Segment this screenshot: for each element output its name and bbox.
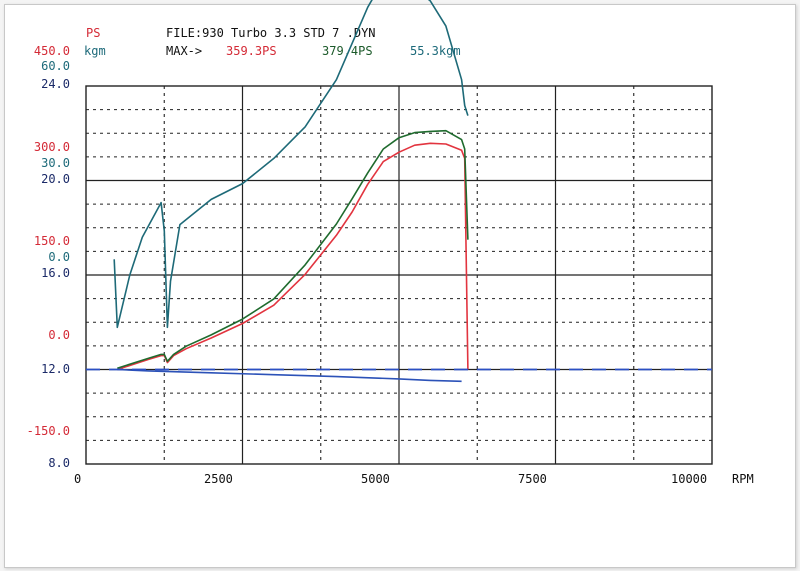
ps-tick-0: 0.0 bbox=[48, 328, 70, 342]
max-ps-red: 359.3PS bbox=[226, 44, 277, 58]
kgm-tick-0: 0.0 bbox=[48, 250, 70, 264]
ps-tick-450: 450.0 bbox=[33, 44, 70, 58]
x-axis-unit: RPM bbox=[732, 472, 754, 486]
third-tick-20: 20.0 bbox=[41, 172, 70, 186]
ps-tick-150: 150.0 bbox=[33, 234, 70, 248]
ps-green-line bbox=[117, 129, 469, 369]
x-tick-7500: 7500 bbox=[518, 472, 547, 486]
third-tick-24: 24.0 bbox=[41, 77, 70, 91]
x-tick-2500: 2500 bbox=[204, 472, 233, 486]
file-title: FILE:930 Turbo 3.3 STD 7 .DYN bbox=[166, 26, 376, 40]
kgm-unit-label: kgm bbox=[84, 44, 106, 58]
ps-red-line bbox=[117, 142, 469, 371]
third-tick-12: 12.0 bbox=[41, 362, 70, 376]
ps-tick-300: 300.0 bbox=[33, 140, 70, 154]
third-tick-16: 16.0 bbox=[41, 266, 70, 280]
x-tick-10000: 10000 bbox=[671, 472, 708, 486]
max-label: MAX-> bbox=[166, 44, 203, 58]
ps-unit-label: PS bbox=[86, 26, 101, 40]
blue-line bbox=[117, 368, 462, 383]
kgm-tick-60: 60.0 bbox=[41, 59, 70, 73]
max-ps-green: 379.4PS bbox=[322, 44, 373, 58]
x-tick-5000: 5000 bbox=[361, 472, 390, 486]
max-kgm: 55.3kgm bbox=[410, 44, 461, 58]
kgm-tick-30: 30.0 bbox=[41, 156, 70, 170]
chart-paper bbox=[4, 4, 796, 568]
third-tick-8: 8.0 bbox=[48, 456, 70, 470]
x-tick-0: 0 bbox=[74, 472, 82, 486]
ps-tick-neg150: -150.0 bbox=[26, 424, 70, 438]
torque-teal-line bbox=[113, 0, 469, 329]
